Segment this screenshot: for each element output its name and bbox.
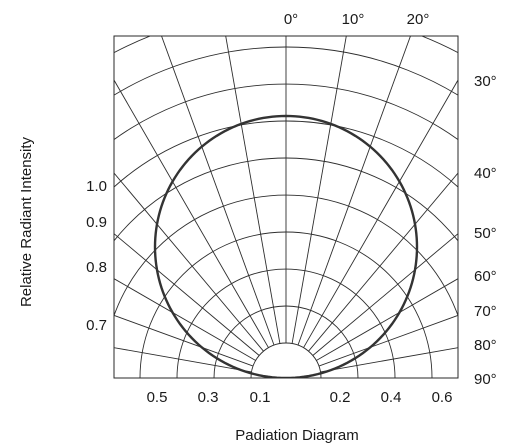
intensity-curve [153,114,419,378]
grid-radial-line [308,172,458,352]
grid-radial-line [320,347,458,373]
intensity-label: 0.7 [86,317,107,334]
angle-label: 80° [474,337,497,354]
grid-radial-line [114,172,264,352]
bottom-scale-label: 0.4 [381,389,402,406]
grid-ring [114,36,458,54]
grid-radial-line [114,347,252,373]
intensity-label: 1.0 [86,178,107,195]
grid-ring [250,342,322,378]
grid-radial-line [114,314,254,367]
grid-ring [114,83,458,141]
intensity-curve-layer [153,114,419,378]
bottom-scale-label: 0.3 [198,389,219,406]
grid-radial-line [114,79,269,348]
y-axis-title: Relative Radiant Intensity [18,136,35,307]
grid-radial-line [297,36,411,346]
intensity-label: 0.8 [86,259,107,276]
grid-radial-line [312,233,458,356]
intensity-label: 0.9 [86,214,107,231]
polar-grid [0,0,510,378]
angle-label: 70° [474,303,497,320]
x-axis-title: Padiation Diagram [235,427,358,444]
angle-label: 30° [474,73,497,90]
grid-radial-line [161,36,275,346]
grid-ring [0,0,510,378]
angle-label: 50° [474,225,497,242]
grid-radial-line [303,79,458,348]
tick-labels: 0° 10° 20° 30° 40° 50° 60° 70° 80° 90° 1.0 0.9 0.8 0.… [86,11,497,406]
angle-label: 90° [474,371,497,388]
bottom-scale-label: 0.6 [432,389,453,406]
grid-radial-line [318,314,458,367]
angle-label: 60° [474,268,497,285]
plot-frame [113,35,459,379]
grid-radial-line [291,36,347,344]
grid-radial-line [114,233,260,356]
grid-radial-line [225,36,281,344]
bottom-scale-label: 0.1 [250,389,271,406]
angle-label: 10° [342,11,365,28]
grid-ring [0,0,510,378]
bottom-scale-label: 0.5 [147,389,168,406]
grid-radial-line [316,278,458,361]
grid-ring [114,120,458,188]
angle-label: 40° [474,165,497,182]
grid-ring [0,0,510,378]
grid-ring [114,46,458,96]
angle-label: 0° [284,11,298,28]
bottom-scale-label: 0.2 [330,389,351,406]
angle-label: 20° [407,11,430,28]
grid-radial-line [114,278,256,361]
